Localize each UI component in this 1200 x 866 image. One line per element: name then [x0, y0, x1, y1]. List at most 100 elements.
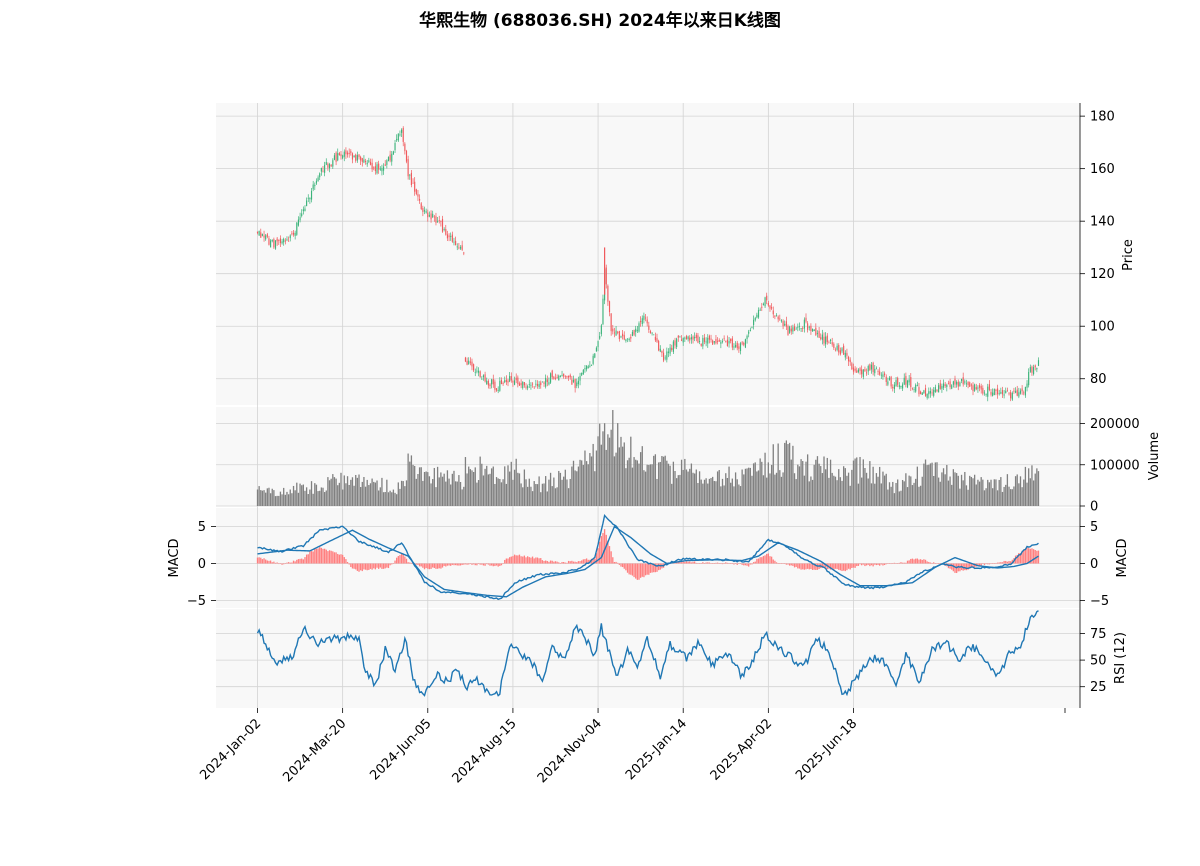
macd-hist-bar [872, 563, 874, 567]
candle-body [825, 336, 827, 345]
macd-hist-bar [567, 560, 570, 564]
candle-body [533, 386, 535, 388]
candle-body [847, 356, 850, 362]
candle-body [374, 166, 376, 172]
candle-body [360, 156, 362, 161]
volume-bar [315, 484, 318, 506]
candle-body [610, 313, 612, 332]
volume-bar [269, 493, 272, 506]
macd-y-axis: −5 0 5 [1080, 520, 1109, 609]
macd-hist-bar [679, 561, 681, 564]
macd-hist-bar [762, 556, 765, 564]
volume-bar [1016, 474, 1018, 506]
candle-body [530, 384, 532, 386]
macd-hist-bar [869, 563, 871, 567]
volume-bar [549, 472, 552, 506]
volume-bar [371, 478, 373, 506]
macd-hist-bar [1023, 549, 1025, 564]
candle-body [317, 177, 319, 182]
volume-bar [490, 468, 493, 506]
volume-bar [774, 474, 776, 506]
volume-bar [937, 477, 940, 506]
macd-hist-bar [738, 563, 740, 564]
volume-bar [751, 475, 753, 506]
volume-bar [531, 491, 534, 506]
volume-bar [510, 461, 512, 506]
candle-body [913, 389, 915, 390]
macd-hist-bar [1028, 548, 1030, 564]
volume-bar [343, 475, 345, 506]
volume-bar [405, 480, 408, 506]
macd-hist-bar [464, 563, 467, 565]
candle-body [942, 383, 945, 388]
candle-body [928, 391, 930, 395]
candle-body [728, 340, 730, 344]
candle-body [748, 331, 750, 334]
volume-bar [869, 461, 871, 506]
macd-hist-bar [775, 562, 778, 564]
volume-bar [297, 492, 300, 506]
macd-hist-bar [603, 529, 606, 564]
macd-line [257, 513, 1039, 601]
volume-bar [332, 474, 334, 506]
macd-hist-bar [359, 563, 362, 571]
volume-bar [1021, 487, 1023, 506]
candle-body [428, 215, 430, 217]
macd-hist-bar [266, 560, 268, 564]
macd-hist-bar [998, 562, 1000, 564]
macd-hist-bar [649, 563, 652, 573]
price-y-axis: 80 100 120 140 160 180 [1080, 110, 1115, 387]
volume-bar [669, 465, 671, 506]
macd-left-tick-label: 0 [198, 557, 206, 572]
macd-hist-bar [887, 563, 889, 564]
volume-bar [690, 463, 693, 506]
volume-bar [392, 489, 395, 506]
volume-bar [302, 484, 304, 506]
candle-body [569, 375, 571, 378]
macd-hist-bar [279, 563, 282, 564]
macd-hist-bar [536, 557, 539, 564]
macd-hist-bar [843, 563, 845, 571]
volume-bar [933, 475, 935, 506]
macd-hist-bar [716, 562, 719, 564]
volume-bar [525, 479, 527, 506]
candle-body [458, 247, 460, 249]
macd-hist-bar [821, 563, 824, 568]
macd-hist-bar [273, 561, 275, 564]
volume-bar [865, 472, 868, 506]
macd-hist-bar [654, 563, 657, 573]
macd-hist-bar [923, 559, 925, 564]
volume-bar [664, 455, 666, 506]
volume-bar [926, 465, 928, 506]
candle-body [998, 393, 1000, 395]
macd-hist-bar [990, 563, 992, 564]
candle-body [626, 338, 629, 340]
macd-hist-bar [829, 563, 832, 570]
macd-hist-bar [690, 562, 693, 564]
volume-bar [265, 492, 267, 506]
volume-bar [538, 476, 540, 506]
macd-hist-bar [839, 563, 842, 571]
macd-hist-bar [656, 563, 658, 572]
volume-bar [990, 479, 992, 506]
volume-bar [677, 475, 679, 506]
macd-hist-bar [337, 553, 339, 564]
volume-bar [546, 491, 548, 506]
volume-bar [518, 473, 521, 506]
candle-body [304, 208, 306, 211]
volume-bar [454, 481, 457, 506]
macd-hist-bar [689, 561, 691, 564]
candle-body [445, 229, 447, 235]
macd-hist-bar [582, 559, 584, 564]
candle-body [797, 326, 799, 328]
macd-hist-bar [486, 563, 488, 565]
volume-bar [780, 476, 783, 506]
candle-body [291, 233, 293, 235]
candle-body [771, 307, 773, 309]
macd-hist-bar [520, 556, 522, 564]
macd-axis-label-right: MACD [1115, 539, 1130, 578]
volume-bar [1028, 468, 1030, 506]
candle-body [366, 162, 368, 165]
candle-body [363, 159, 365, 163]
